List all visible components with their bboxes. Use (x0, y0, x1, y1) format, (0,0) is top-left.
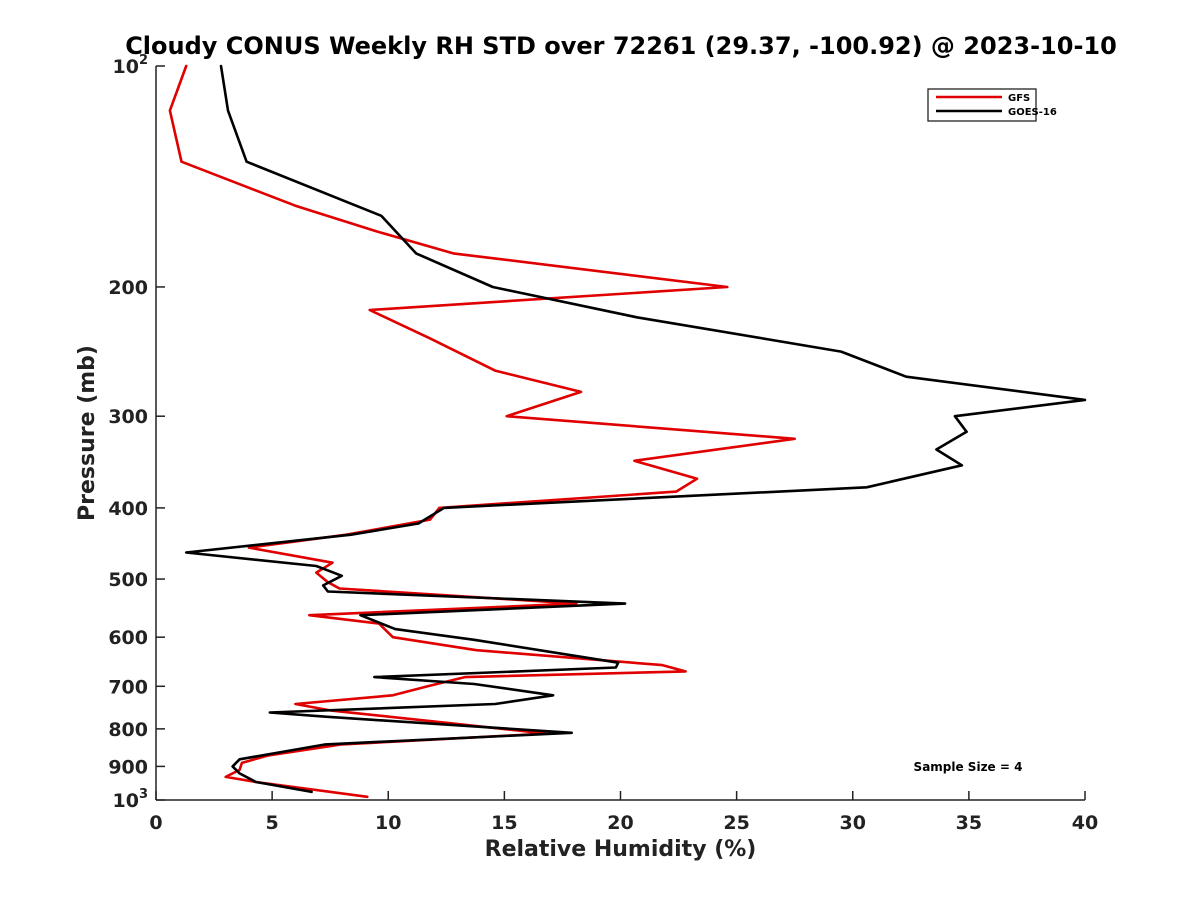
x-tick-label: 20 (607, 812, 633, 834)
x-tick-label: 40 (1072, 812, 1098, 834)
x-tick-label: 5 (266, 812, 279, 834)
y-tick-label: 600 (108, 627, 148, 649)
plot-frame (156, 66, 1085, 800)
y-tick-label-base: 10 (113, 56, 139, 78)
y-tick-label: 700 (108, 676, 148, 698)
y-tick-label: 900 (108, 756, 148, 778)
plot-area (168, 64, 1087, 799)
y-tick-label: 800 (108, 719, 148, 741)
y-tick-label: 500 (108, 569, 148, 591)
sample-size-annotation: Sample Size = 4 (914, 760, 1023, 774)
y-tick-label-base: 10 (113, 790, 139, 812)
x-axis-label: Relative Humidity (%) (485, 837, 757, 862)
y-tick-label-exponent: 3 (139, 787, 148, 802)
x-tick-label: 25 (723, 812, 749, 834)
y-tick-label-exponent: 2 (139, 53, 148, 68)
x-tick-label: 30 (840, 812, 866, 834)
series-line-goes-16 (184, 64, 1087, 794)
x-tick-label: 15 (491, 812, 517, 834)
legend: GFS GOES-16 (927, 88, 1057, 122)
chart-title: Cloudy CONUS Weekly RH STD over 72261 (2… (125, 32, 1117, 60)
x-tick-label: 35 (956, 812, 982, 834)
y-tick-label-top: 102 (113, 53, 149, 78)
x-tick-label: 10 (375, 812, 401, 834)
y-axis-label: Pressure (mb) (75, 345, 100, 521)
x-tick-label: 0 (149, 812, 162, 834)
legend-box (927, 88, 1037, 122)
y-tick-label: 300 (108, 406, 148, 428)
y-tick-label: 200 (108, 277, 148, 299)
series-line-gfs (168, 64, 797, 799)
y-tick-label-bottom: 103 (113, 787, 149, 812)
legend-label: GOES-16 (1008, 107, 1057, 118)
x-axis: 0 5 10 15 20 25 30 35 40 (149, 791, 1098, 834)
legend-label: GFS (1008, 93, 1030, 104)
y-tick-label: 400 (108, 498, 148, 520)
